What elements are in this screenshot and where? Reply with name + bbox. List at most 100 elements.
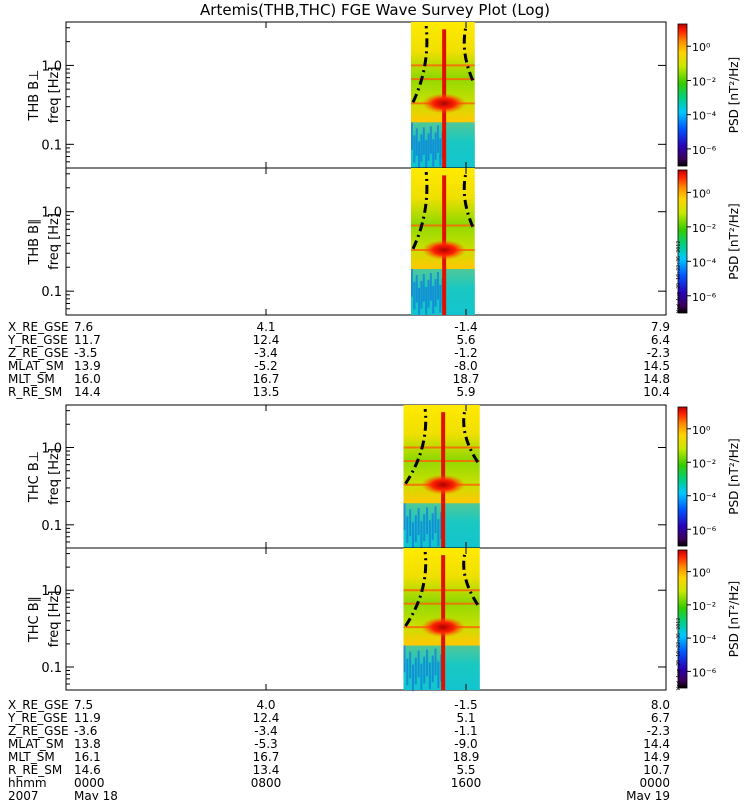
noise-streak	[426, 649, 429, 677]
colorbar-tick-label: 10⁻⁴	[692, 256, 717, 269]
y-tick-label: 1.0	[41, 584, 62, 599]
end-date-label: May 19	[626, 789, 670, 800]
noise-streak	[422, 274, 425, 302]
noise-streak	[417, 508, 420, 536]
colorbar-tick-label: 10⁰	[692, 41, 711, 54]
noise-streak	[427, 280, 430, 308]
noise-streak	[434, 132, 437, 160]
ephem-value: 13.4	[253, 763, 280, 777]
freq-axis-label: freq [Hz]	[47, 448, 62, 505]
panel-name-label: THB B∥	[27, 218, 42, 265]
ephem-value: 13.8	[74, 737, 101, 751]
ephem-value: 13.5	[253, 385, 280, 399]
noise-streak	[420, 134, 423, 162]
ephem-value: 7.9	[651, 320, 670, 334]
noise-streak	[423, 656, 426, 684]
y-tick-label: 0.1	[41, 138, 62, 153]
ephem-value: -3.5	[74, 346, 97, 360]
noise-streak	[420, 663, 423, 691]
colorbar-tick-label: 10⁻²	[692, 222, 716, 235]
start-date-label: May 18	[74, 789, 118, 800]
colorbar-tick-label: 10⁻²	[692, 457, 716, 470]
noise-streak	[417, 650, 420, 678]
spectrogram-panel: 1.0 0.1 THC B∥ freq [Hz] 10⁰ 10⁻² 10⁻⁴ 10⁻⁶ PSD …	[27, 547, 741, 692]
ephem-row-label: X_RE_GSE	[8, 320, 69, 334]
colorbar-tick-label: 10⁻⁶	[692, 144, 717, 157]
noise-streak	[411, 122, 413, 150]
ephem-value: -3.4	[254, 724, 277, 738]
ephem-row-label: hhmm	[8, 776, 47, 790]
cutoff-curve	[404, 551, 428, 627]
cutoff-curve	[411, 25, 429, 103]
ephem-value: 14.4	[74, 385, 101, 399]
noise-streak	[420, 521, 423, 549]
ephem-row-label: Z_RE_GSE	[8, 724, 69, 738]
colorbar-tick-label: 10⁻⁴	[692, 491, 717, 504]
noise-streak	[418, 141, 421, 169]
ephem-value: 7.6	[74, 320, 93, 334]
noise-streak	[425, 140, 428, 168]
peak-blob	[421, 474, 466, 495]
ephem-value: 18.7	[453, 372, 480, 386]
ephemeris-table-top: X_RE_GSE 7.6 4.1 -1.4 7.9 Y_RE_GSE 11.7 12.4 5.6…	[7, 320, 670, 399]
y-tick-label: 1.0	[41, 206, 62, 221]
noise-streak	[413, 135, 416, 163]
colorbar-tick-label: 10⁻⁶	[692, 666, 717, 679]
noise-streak	[414, 515, 417, 543]
noise-streak	[411, 269, 413, 297]
cutoff-curve	[411, 171, 429, 250]
spectrogram-panel: 1.0 0.1 THB B∥ freq [Hz] 10⁰ 10⁻² 10⁻⁴ 10⁻⁶ PSD …	[27, 167, 741, 316]
colorbar	[677, 549, 688, 689]
ephem-value: 7.5	[74, 698, 93, 712]
ephem-value: 0000	[639, 776, 670, 790]
ephem-value: 4.1	[256, 320, 275, 334]
y-tick-label: 0.1	[41, 519, 62, 534]
noise-streak	[439, 138, 442, 166]
noise-streak	[415, 275, 418, 303]
cutoff-curve	[462, 408, 480, 464]
colorbar-label: PSD [nT²/Hz]	[727, 581, 741, 657]
ephem-row-label: MLT_SM	[8, 372, 55, 386]
timestamp-label: Wed Aug 29 10:22:36 2012	[676, 241, 682, 313]
ephem-row-label: Z_RE_GSE	[8, 346, 69, 360]
colorbar-tick-label: 10⁰	[692, 187, 711, 200]
y-tick-label: 0.1	[41, 661, 62, 676]
freq-axis-label: freq [Hz]	[47, 213, 62, 270]
peak-blob	[421, 617, 466, 638]
y-tick-label: 1.0	[41, 59, 62, 74]
noise-streak	[426, 507, 429, 535]
noise-streak	[411, 664, 414, 692]
noise-streak	[428, 662, 431, 690]
ephem-value: 10.4	[643, 385, 670, 399]
noise-streak	[428, 520, 431, 548]
ephem-row-label: MLT_SM	[8, 750, 55, 764]
colorbar-label: PSD [nT²/Hz]	[727, 57, 741, 133]
panel-name-label: THC B∥	[27, 596, 42, 643]
ephem-value: -2.3	[647, 724, 670, 738]
ephem-value: 11.7	[74, 333, 101, 347]
ephem-value: 6.7	[651, 711, 670, 725]
cutoff-curve	[462, 171, 475, 228]
noise-streak	[431, 655, 434, 683]
ephem-row-label: X_RE_GSE	[8, 698, 69, 712]
noise-streak	[422, 127, 425, 155]
noise-streak	[436, 272, 439, 300]
noise-streak	[427, 133, 430, 161]
figure-title: Artemis(THB,THC) FGE Wave Survey Plot (L…	[200, 1, 550, 19]
noise-streak	[432, 139, 435, 167]
noise-streak	[413, 282, 416, 310]
ephem-value: 18.9	[453, 750, 480, 764]
ephem-value: -1.4	[454, 320, 477, 334]
peak-blob	[422, 93, 467, 114]
panel-name-label: THC B⊥	[27, 451, 42, 503]
colorbar-tick-label: 10⁻⁶	[692, 291, 717, 304]
plot-frame	[65, 21, 667, 169]
noise-streak	[425, 287, 428, 315]
plot-frame	[65, 167, 667, 316]
noise-streak	[415, 128, 418, 156]
noise-streak	[406, 658, 409, 686]
noise-streak	[409, 509, 412, 537]
spectrogram-panels: 1.0 0.1 THB B⊥ freq [Hz] 10⁰ 10⁻² 10⁻⁴ 10⁻⁶ PSD …	[27, 21, 741, 692]
colorbar	[677, 23, 688, 167]
ephem-value: 5.5	[456, 763, 475, 777]
